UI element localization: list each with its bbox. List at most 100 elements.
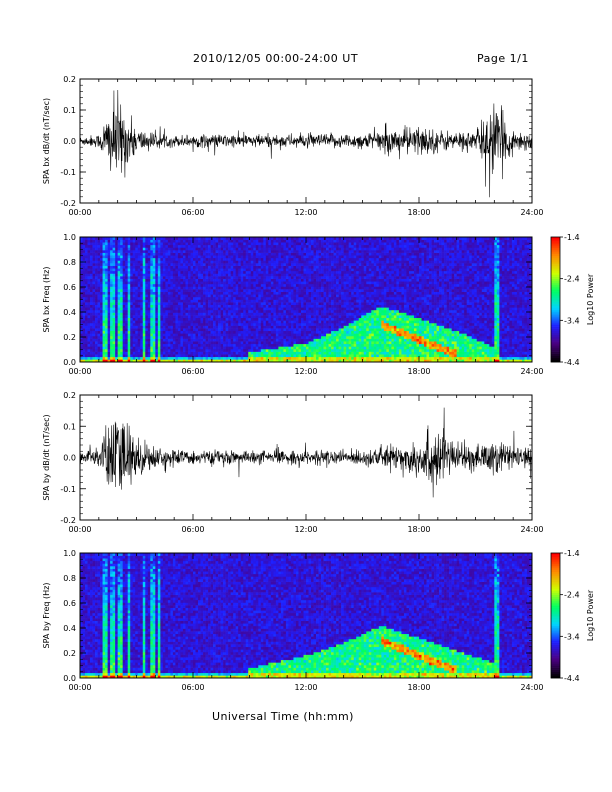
spectrogram-cell: [140, 265, 144, 269]
spectrogram-cell: [250, 239, 254, 243]
spectrogram-cell: [107, 273, 111, 277]
spectrogram-cell: [238, 286, 242, 290]
spectrogram-cell: [80, 268, 83, 272]
spectrogram-cell: [122, 315, 126, 319]
spectrogram-cell: [150, 237, 154, 240]
spectrogram-cell: [152, 302, 156, 305]
spectrogram-cell: [245, 307, 249, 311]
spectrogram-cell: [243, 281, 247, 285]
spectrogram-cell: [308, 252, 312, 256]
spectrogram-cell: [120, 283, 123, 287]
spectrogram-cell: [160, 268, 164, 272]
spectrogram-cell: [110, 296, 113, 300]
spectrogram-cell: [170, 299, 174, 303]
spectrogram-cell: [203, 273, 206, 277]
spectrogram-cell: [333, 312, 337, 316]
spectrogram-cell: [97, 330, 101, 334]
spectrogram-cell: [90, 270, 93, 274]
spectrogram-cell: [82, 255, 86, 259]
spectrogram-cell: [193, 309, 196, 313]
spectrogram-cell: [135, 317, 139, 321]
spectrogram-cell: [170, 304, 174, 308]
spectrogram-cell: [300, 268, 304, 272]
spectrogram-cell: [147, 250, 151, 253]
spectrogram-cell: [250, 294, 254, 298]
spectrogram-cell: [152, 283, 156, 287]
spectrogram-cell: [245, 315, 249, 319]
spectrogram-cell: [273, 247, 277, 251]
spectrogram-cell: [190, 356, 194, 360]
spectrogram-cell: [213, 343, 216, 347]
spectrogram-cell: [200, 270, 204, 274]
spectrogram-cell: [203, 325, 206, 329]
spectrogram-cell: [95, 273, 98, 277]
spectrogram-cell: [303, 359, 307, 363]
spectrogram-cell: [323, 315, 327, 319]
spectrogram-cell: [288, 260, 292, 264]
spectrogram-cell: [300, 289, 304, 292]
spectrogram-cell: [303, 291, 307, 295]
spectrogram-cell: [313, 299, 317, 303]
spectrogram-cell: [203, 328, 206, 332]
spectrogram-cell: [137, 299, 141, 303]
spectrogram-cell: [167, 307, 171, 311]
spectrogram-cell: [331, 270, 334, 274]
spectrogram-cell: [147, 299, 151, 303]
spectrogram-cell: [190, 348, 194, 352]
spectrogram-cell: [127, 317, 131, 321]
spectrogram-cell: [255, 299, 259, 303]
spectrogram-cell: [248, 250, 252, 253]
spectrogram-cell: [172, 320, 176, 324]
spectrogram-cell: [316, 255, 319, 259]
spectrogram-cell: [87, 354, 91, 358]
spectrogram-cell: [228, 307, 231, 311]
spectrogram-cell: [208, 278, 211, 282]
spectrogram-cell: [316, 276, 319, 279]
spectrogram-cell: [210, 307, 214, 311]
spectrogram-cell: [270, 320, 274, 324]
spectrogram-cell: [115, 343, 118, 347]
spectrogram-cell: [170, 320, 174, 324]
spectrogram-cell: [323, 239, 327, 243]
spectrogram-cell: [275, 239, 279, 243]
spectrogram-cell: [253, 289, 257, 292]
spectrogram-cell: [157, 252, 161, 256]
spectrogram-cell: [308, 244, 312, 248]
spectrogram-cell: [90, 283, 93, 287]
spectrogram-cell: [185, 299, 189, 303]
spectrogram-cell: [150, 335, 154, 339]
spectrogram-cell: [137, 322, 141, 326]
spectrogram-cell: [260, 257, 264, 261]
spectrogram-cell: [172, 302, 176, 305]
spectrogram-cell: [258, 359, 262, 363]
spectrogram-cell: [290, 343, 294, 347]
spectrogram-cell: [147, 281, 151, 285]
spectrogram-cell: [233, 330, 236, 334]
spectrogram-cell: [306, 330, 309, 334]
spectrogram-cell: [213, 299, 216, 303]
spectrogram-cell: [223, 338, 226, 342]
spectrogram-cell: [115, 299, 118, 303]
spectrogram-cell: [187, 322, 191, 326]
spectrogram-cell: [323, 330, 327, 334]
spectrogram-cell: [142, 328, 146, 332]
spectrogram-cell: [215, 312, 219, 316]
spectrogram-cell: [258, 351, 262, 355]
spectrogram-cell: [308, 296, 312, 300]
spectrogram-cell: [180, 341, 184, 345]
spectrogram-cell: [195, 356, 199, 360]
spectrogram-cell: [117, 263, 121, 266]
spectrogram-cell: [275, 260, 279, 264]
spectrogram-cell: [120, 341, 123, 345]
spectrogram-cell: [293, 294, 297, 298]
spectrogram-cell: [155, 281, 159, 285]
spectrogram-cell: [331, 312, 334, 316]
spectrogram-cell: [120, 273, 123, 277]
spectrogram-cell: [253, 315, 257, 319]
spectrogram-cell: [185, 315, 189, 319]
spectrogram-cell: [95, 343, 98, 347]
spectrogram-cell: [321, 312, 324, 316]
spectrogram-cell: [245, 309, 249, 313]
spectrogram-cell: [117, 244, 121, 248]
spectrogram-cell: [135, 289, 139, 292]
